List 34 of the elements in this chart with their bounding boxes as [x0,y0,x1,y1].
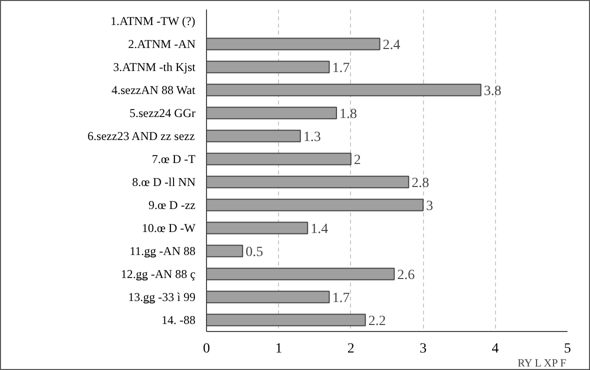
data-label: 1.7 [332,291,350,306]
data-label: 3 [426,199,434,214]
data-label: 2.6 [397,268,415,283]
data-label: 1.7 [332,61,350,76]
y-tick-label: 8.œ D -ll NN [132,175,196,189]
y-tick-label: 1.ATNM -TW (?) [110,14,196,28]
data-label: 1.3 [303,130,321,145]
y-tick-label: 3.ATNM -th Kjst [113,60,196,74]
y-tick-label: 5.sezz24 GGr [130,106,196,120]
data-label: 0.5 [246,245,264,260]
x-axis-title: RY L XP F [518,358,566,370]
y-tick-label: 13.ǥǥ -33 ì 99 [128,290,196,304]
x-tick-label: 0 [203,342,210,356]
y-tick-label: 9.œ D -zz [148,198,196,212]
data-label: 2.2 [368,314,386,329]
x-tick-label: 2 [347,342,354,356]
y-tick-label: 10.œ D -W [142,221,196,235]
data-label: 1.8 [339,107,357,122]
y-tick-label: 11.ǥǥ -AN 88 [130,244,196,258]
data-label: 2 [354,153,361,168]
x-tick-label: 3 [420,342,427,356]
data-label: 2.4 [382,38,400,53]
y-tick-label: 14. -88 [162,313,196,327]
data-label: 2.8 [412,176,430,191]
y-tick-label: 2.ATNM -AN [128,37,196,51]
x-tick-label: 4 [492,342,499,356]
data-label: 1.4 [310,222,328,237]
data-label: 3.8 [484,84,502,99]
y-tick-label: 4.sezzAN 88 Wat [111,83,196,97]
x-tick-label: 1 [275,342,282,356]
y-tick-label: 6.sezz23 AND zz sezz [88,129,195,143]
y-tick-label: 7.œ D -T [152,152,196,166]
y-tick-label: 12.ǥǥ -AN 88 ç [120,267,196,281]
x-tick-label: 5 [564,342,571,356]
